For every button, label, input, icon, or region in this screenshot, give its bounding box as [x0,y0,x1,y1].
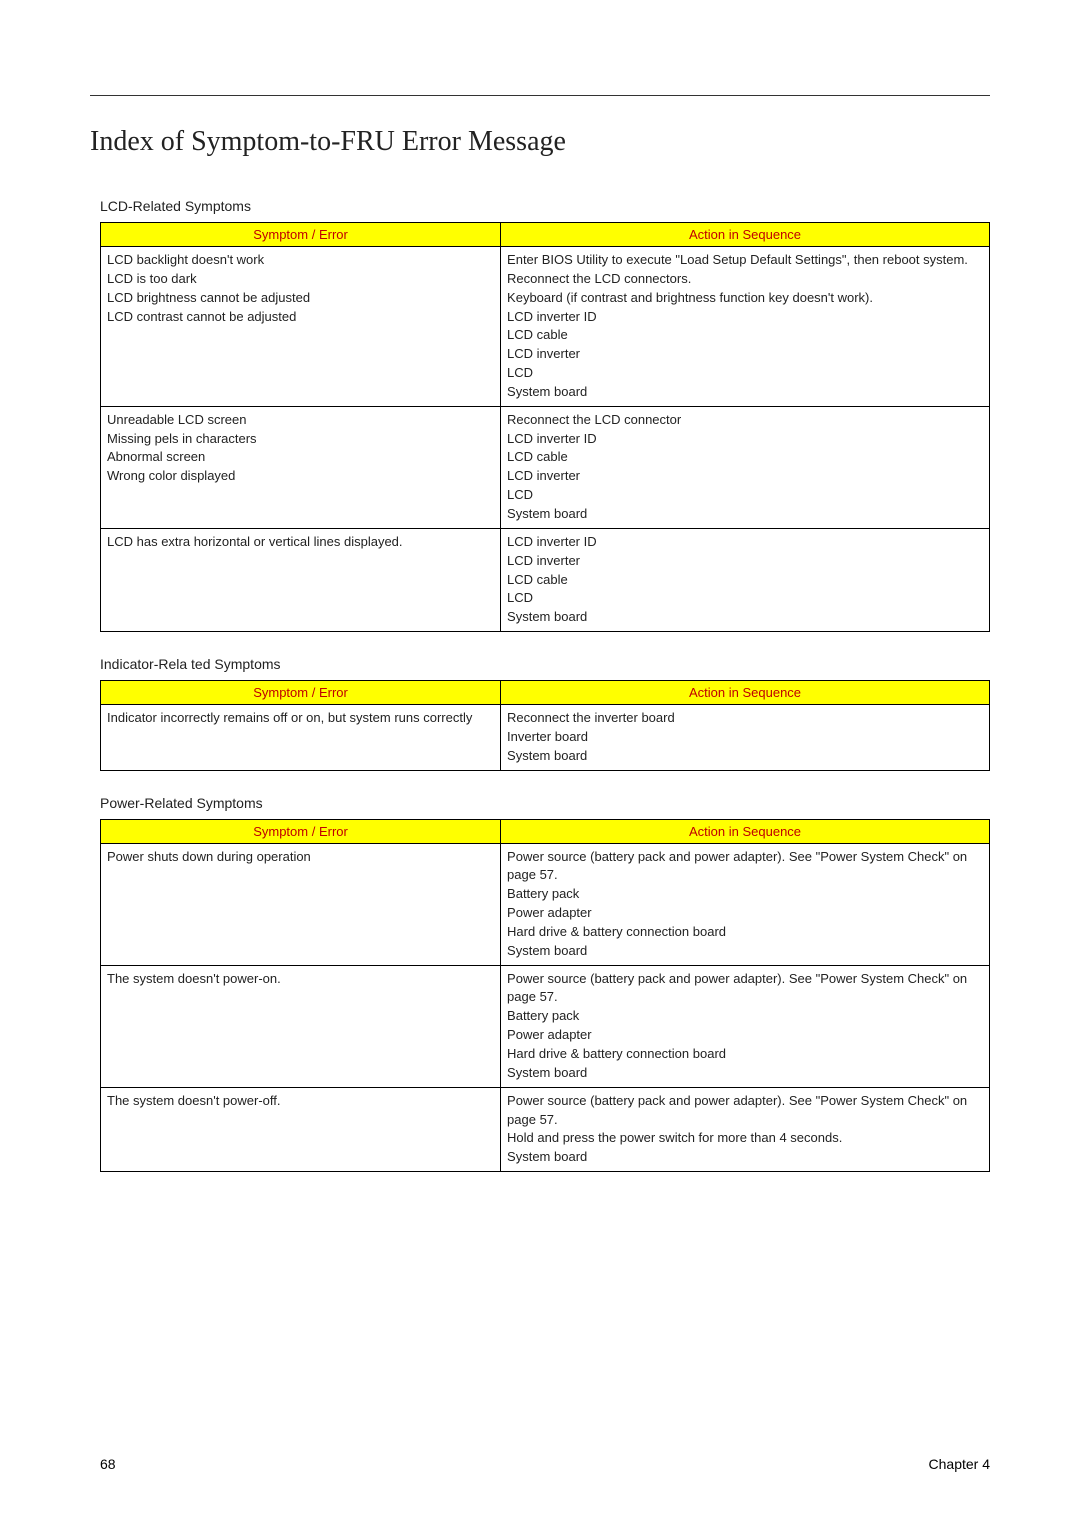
action-cell: Power source (battery pack and power ada… [501,843,990,965]
symptom-line: LCD has extra horizontal or vertical lin… [107,533,494,552]
action-line: LCD [507,364,983,383]
header-action: Action in Sequence [501,223,990,247]
symptom-cell: LCD backlight doesn't workLCD is too dar… [101,247,501,407]
symptom-cell: Power shuts down during operation [101,843,501,965]
header-symptom: Symptom / Error [101,223,501,247]
action-line: LCD [507,486,983,505]
action-line: System board [507,747,983,766]
action-line: LCD [507,589,983,608]
lcd-table: Symptom / Error Action in Sequence LCD b… [100,222,990,632]
action-line: System board [507,1148,983,1167]
symptom-cell: The system doesn't power-on. [101,965,501,1087]
power-table: Symptom / Error Action in Sequence Power… [100,819,990,1173]
table-row: LCD backlight doesn't workLCD is too dar… [101,247,990,407]
table-row: Power shuts down during operation Power s… [101,843,990,965]
table-row: The system doesn't power-on. Power source… [101,965,990,1087]
table-row: LCD has extra horizontal or vertical lin… [101,528,990,631]
section-title-power: Power-Related Symptoms [100,795,990,811]
symptom-line: Indicator incorrectly remains off or on,… [107,709,494,728]
action-line: Keyboard (if contrast and brightness fun… [507,289,983,308]
action-line: Reconnect the inverter board [507,709,983,728]
section-title-indicator: Indicator-Rela ted Symptoms [100,656,990,672]
power-tbody: Power shuts down during operation Power s… [101,843,990,1172]
page-heading: Index of Symptom-to-FRU Error Message [90,126,990,158]
table-row: Indicator incorrectly remains off or on,… [101,705,990,771]
page-number: 68 [100,1456,116,1472]
action-line: Hard drive & battery connection board [507,1045,983,1064]
action-cell: Reconnect the LCD connectorLCD inverter … [501,406,990,528]
table-row: Unreadable LCD screenMissing pels in cha… [101,406,990,528]
chapter-label: Chapter 4 [929,1456,990,1472]
symptom-line: Wrong color displayed [107,467,494,486]
indicator-table: Symptom / Error Action in Sequence Indic… [100,680,990,771]
symptom-line: LCD is too dark [107,270,494,289]
symptom-line: Abnormal screen [107,448,494,467]
lcd-tbody: LCD backlight doesn't workLCD is too dar… [101,247,990,632]
action-line: Reconnect the LCD connector [507,411,983,430]
action-cell: Enter BIOS Utility to execute "Load Setu… [501,247,990,407]
action-line: Power source (battery pack and power ada… [507,970,983,1008]
table-header-row: Symptom / Error Action in Sequence [101,681,990,705]
action-line: System board [507,505,983,524]
action-line: LCD inverter [507,467,983,486]
symptom-line: The system doesn't power-on. [107,970,494,989]
action-cell: Power source (battery pack and power ada… [501,1087,990,1171]
symptom-line: Unreadable LCD screen [107,411,494,430]
header-action: Action in Sequence [501,681,990,705]
action-line: Reconnect the LCD connectors. [507,270,983,289]
action-line: Hold and press the power switch for more… [507,1129,983,1148]
action-line: Power source (battery pack and power ada… [507,1092,983,1130]
page-footer: 68 Chapter 4 [100,1456,990,1472]
table-header-row: Symptom / Error Action in Sequence [101,223,990,247]
symptom-line: LCD brightness cannot be adjusted [107,289,494,308]
action-line: System board [507,608,983,627]
action-line: LCD inverter [507,552,983,571]
action-line: LCD inverter ID [507,533,983,552]
top-rule [90,95,990,96]
action-cell: Reconnect the inverter boardInverter boa… [501,705,990,771]
symptom-line: The system doesn't power-off. [107,1092,494,1111]
action-line: Enter BIOS Utility to execute "Load Setu… [507,251,983,270]
symptom-line: Power shuts down during operation [107,848,494,867]
table-header-row: Symptom / Error Action in Sequence [101,819,990,843]
action-line: System board [507,1064,983,1083]
symptom-cell: The system doesn't power-off. [101,1087,501,1171]
symptom-cell: Unreadable LCD screenMissing pels in cha… [101,406,501,528]
header-action: Action in Sequence [501,819,990,843]
action-line: LCD inverter [507,345,983,364]
action-line: LCD cable [507,571,983,590]
action-line: Power adapter [507,1026,983,1045]
header-symptom: Symptom / Error [101,681,501,705]
action-line: LCD inverter ID [507,430,983,449]
section-title-lcd: LCD-Related Symptoms [100,198,990,214]
symptom-line: Missing pels in characters [107,430,494,449]
action-line: Power adapter [507,904,983,923]
action-line: LCD inverter ID [507,308,983,327]
action-line: LCD cable [507,326,983,345]
symptom-cell: Indicator incorrectly remains off or on,… [101,705,501,771]
action-line: LCD cable [507,448,983,467]
action-cell: LCD inverter IDLCD inverterLCD cableLCDS… [501,528,990,631]
action-cell: Power source (battery pack and power ada… [501,965,990,1087]
action-line: Power source (battery pack and power ada… [507,848,983,886]
action-line: System board [507,383,983,402]
header-symptom: Symptom / Error [101,819,501,843]
symptom-line: LCD backlight doesn't work [107,251,494,270]
action-line: Inverter board [507,728,983,747]
action-line: Battery pack [507,885,983,904]
indicator-tbody: Indicator incorrectly remains off or on,… [101,705,990,771]
action-line: Battery pack [507,1007,983,1026]
symptom-line: LCD contrast cannot be adjusted [107,308,494,327]
action-line: Hard drive & battery connection board [507,923,983,942]
action-line: System board [507,942,983,961]
symptom-cell: LCD has extra horizontal or vertical lin… [101,528,501,631]
table-row: The system doesn't power-off. Power sourc… [101,1087,990,1171]
